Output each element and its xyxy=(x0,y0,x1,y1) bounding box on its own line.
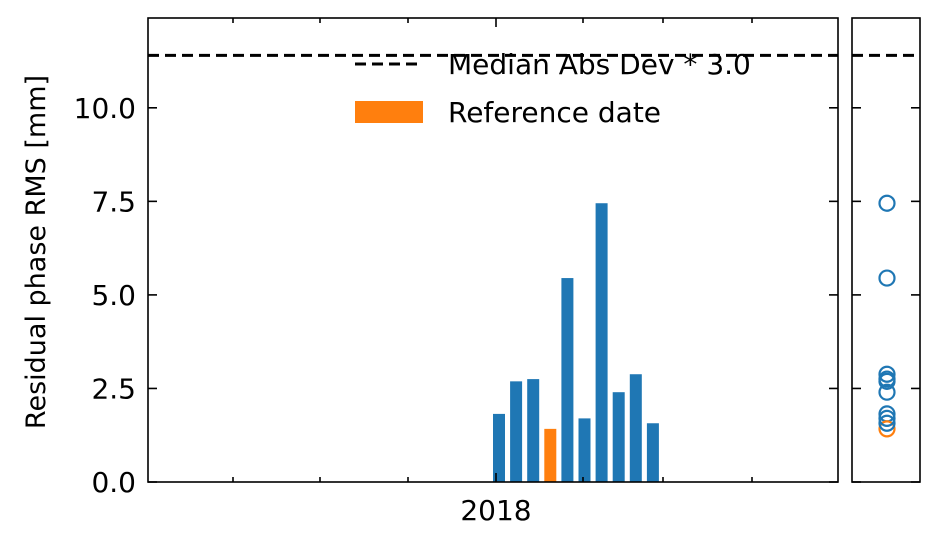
data-point xyxy=(878,194,896,212)
main-axes-frame xyxy=(147,17,839,483)
data-bar xyxy=(510,381,523,482)
side-axes-frame xyxy=(851,17,921,483)
legend-reference-label: Reference date xyxy=(448,96,661,129)
legend-threshold-label: Median Abs Dev * 3.0 xyxy=(448,48,751,81)
data-bar xyxy=(578,418,591,482)
y-tick-label: 0.0 xyxy=(91,466,136,499)
reference-bar xyxy=(544,428,557,482)
y-tick-label: 7.5 xyxy=(91,185,136,218)
legend-reference-swatch xyxy=(355,101,423,123)
data-bar xyxy=(561,278,574,482)
y-tick-label: 10.0 xyxy=(74,92,136,125)
data-bar xyxy=(612,392,625,482)
data-bar xyxy=(527,379,540,482)
data-point xyxy=(878,365,896,383)
x-tick-label: 2018 xyxy=(460,494,531,527)
data-bar xyxy=(629,374,642,482)
data-point xyxy=(878,409,896,427)
data-bar xyxy=(595,203,608,482)
reference-point xyxy=(878,420,896,438)
data-point xyxy=(878,269,896,287)
data-point xyxy=(878,383,896,401)
y-tick-label: 2.5 xyxy=(91,372,136,405)
y-axis-label: Residual phase RMS [mm] xyxy=(21,75,52,429)
side-scatter-panel xyxy=(851,17,921,483)
data-bar xyxy=(493,413,505,482)
data-bar xyxy=(646,423,659,482)
data-point xyxy=(878,370,896,388)
main-bar-panel: 0.0 2.5 5.0 7.5 10.0 xyxy=(74,17,839,499)
legend: Median Abs Dev * 3.0 Reference date xyxy=(355,48,751,129)
data-point xyxy=(878,414,896,432)
y-tick-label: 5.0 xyxy=(91,279,136,312)
